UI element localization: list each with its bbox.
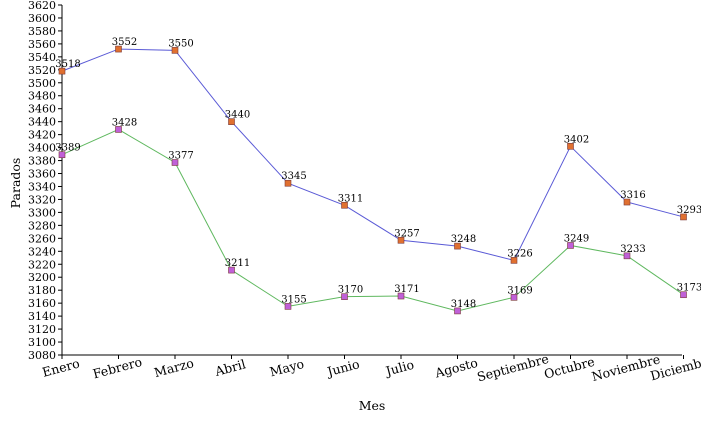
series-1-point (510, 257, 518, 264)
y-tick-label: 3180 (28, 284, 56, 297)
series-2-data-label: 3211 (225, 258, 250, 269)
series-2-data-label: 3173 (677, 283, 701, 294)
y-tick-label: 3360 (28, 168, 56, 181)
chart-axes (61, 5, 682, 356)
y-tick-label: 3440 (28, 116, 56, 129)
series-2-data-label: 3249 (564, 233, 589, 244)
x-tick-label: Agosto (432, 355, 479, 381)
y-tick-label: 3380 (28, 155, 56, 168)
y-tick-label: 3140 (28, 310, 56, 323)
series-1-point (228, 118, 235, 125)
y-tick-label: 3200 (28, 271, 56, 284)
y-tick-label: 3520 (28, 64, 56, 77)
series-1-data-label: 3226 (507, 248, 532, 259)
series-2-point (510, 294, 518, 301)
series-2-point (115, 126, 122, 133)
series-2-point (58, 151, 66, 159)
series-1-data-label: 3550 (168, 38, 193, 49)
series-1-data-label: 3311 (338, 193, 363, 204)
y-tick-label: 3120 (28, 323, 56, 336)
y-tick-label: 3220 (28, 258, 56, 271)
series-1-data-label: 3257 (394, 228, 419, 239)
y-tick-label: 3620 (28, 0, 56, 12)
y-tick-label: 3240 (28, 245, 56, 258)
series-2-data-label: 3233 (620, 244, 645, 255)
y-tick-label: 3420 (28, 129, 56, 142)
series-2-data-label: 3155 (281, 294, 306, 305)
y-axis-title: Parados (8, 158, 23, 209)
series-1-data-label: 3293 (677, 205, 701, 216)
series-2-line (61, 128, 684, 312)
y-tick-label: 3500 (28, 77, 56, 90)
series-2-data-label: 3428 (112, 117, 137, 128)
x-tick-label: Julio (382, 357, 415, 379)
y-tick-label: 3080 (28, 349, 56, 362)
series-2-point (454, 307, 461, 315)
series-2-data-label: 3171 (394, 284, 419, 295)
x-tick-label: Junio (324, 356, 361, 379)
series-1-point (58, 67, 66, 75)
y-tick-label: 3540 (28, 51, 56, 64)
series-1-point (341, 201, 348, 209)
y-tick-label: 3400 (28, 142, 56, 155)
series-1-point (623, 198, 631, 206)
y-tick-label: 3340 (28, 180, 56, 193)
series-1-point (680, 213, 687, 221)
series-2-point (623, 252, 631, 260)
x-tick-label: Septiembre (475, 351, 550, 385)
y-tick-label: 3160 (28, 297, 56, 310)
y-axis-ticks: 3080310031203140316031803200322032403260… (28, 0, 62, 362)
y-tick-label: 3320 (28, 193, 56, 206)
x-tick-label: Mayo (268, 356, 306, 380)
series-2-point (171, 159, 179, 166)
series-2-data-label: 3170 (338, 285, 363, 296)
series-1-point (454, 242, 461, 250)
series-2-point (680, 291, 687, 299)
y-tick-label: 3100 (28, 336, 56, 349)
series-2-point (284, 303, 292, 310)
x-tick-label: Abril (212, 356, 247, 379)
x-tick-label: Febrero (91, 354, 143, 381)
series-1-data-label: 3248 (451, 234, 476, 245)
series-1-data-label: 3345 (281, 171, 306, 182)
series-1-point (284, 179, 292, 187)
x-tick-label: Octubre (542, 354, 596, 382)
y-tick-label: 3460 (28, 103, 56, 116)
y-tick-label: 3300 (28, 206, 56, 219)
series-1-data-label: 3316 (620, 190, 645, 201)
x-tick-label: Marzo (152, 355, 195, 380)
series-1-point (567, 142, 574, 150)
series-1-data-label: 3518 (55, 59, 80, 70)
series-2-point (341, 293, 348, 300)
y-tick-label: 3580 (28, 25, 56, 38)
series-2-data-label: 3377 (168, 151, 193, 162)
y-tick-label: 3600 (28, 12, 56, 25)
series-2-point (567, 242, 574, 249)
series-1-data-label: 3552 (112, 37, 137, 48)
series-2-data-label: 3169 (507, 285, 532, 296)
series-1-point (171, 47, 179, 54)
series-2-point (397, 292, 405, 300)
y-tick-label: 3260 (28, 232, 56, 245)
series-1-data-label: 3440 (225, 110, 250, 121)
series-1-line (61, 48, 684, 261)
series-2-point (228, 266, 235, 274)
y-tick-label: 3480 (28, 90, 56, 103)
series-1-point (397, 236, 405, 244)
x-axis-ticks: Enero Febrero Marzo Abril Mayo Junio Julio Agos… (41, 351, 701, 385)
series-1-point (115, 45, 122, 53)
x-axis-title: Mes (359, 398, 386, 413)
series-2-data-label: 3148 (451, 299, 476, 310)
y-tick-label: 3560 (28, 38, 56, 51)
y-tick-label: 3280 (28, 219, 56, 232)
chart-series: 3518 3552 3550 3440 3345 3311 3257 3248 3226 3402… (55, 37, 701, 315)
series-1-data-label: 3402 (564, 134, 589, 145)
series-2-data-label: 3389 (55, 143, 80, 154)
